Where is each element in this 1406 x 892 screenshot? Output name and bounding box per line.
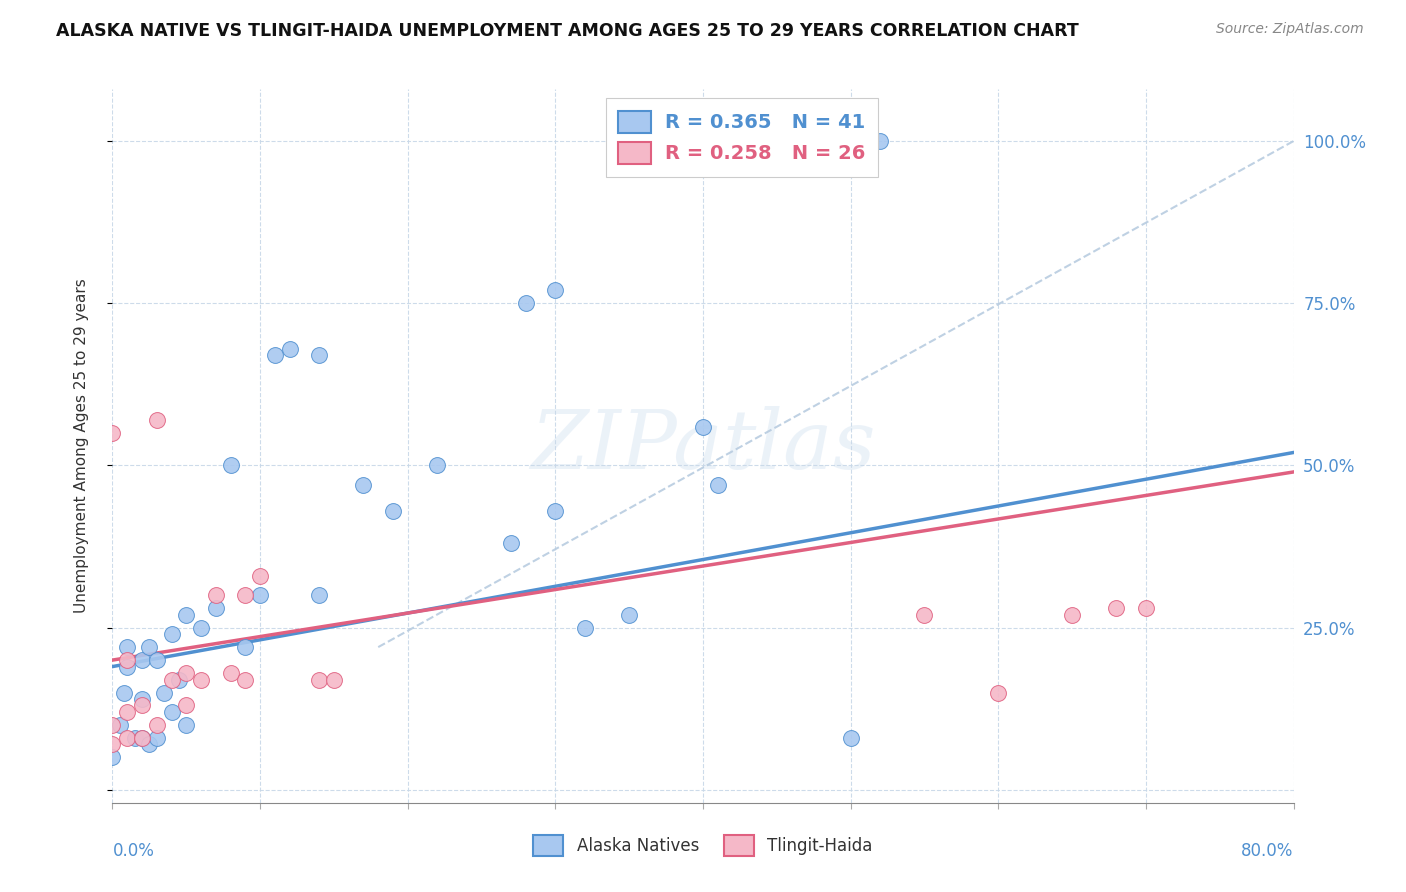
Text: 80.0%: 80.0% bbox=[1241, 842, 1294, 860]
Point bbox=[544, 504, 567, 518]
Point bbox=[501, 536, 523, 550]
Point bbox=[124, 731, 146, 745]
Point bbox=[174, 666, 197, 681]
Point bbox=[146, 718, 169, 732]
Point bbox=[515, 296, 537, 310]
Point bbox=[382, 504, 405, 518]
Point bbox=[146, 653, 169, 667]
Point bbox=[205, 588, 228, 602]
Point bbox=[839, 731, 862, 745]
Point bbox=[1105, 601, 1128, 615]
Point bbox=[138, 640, 160, 654]
Legend: Alaska Natives, Tlingit-Haida: Alaska Natives, Tlingit-Haida bbox=[523, 825, 883, 866]
Point bbox=[190, 673, 212, 687]
Point bbox=[167, 673, 190, 687]
Point bbox=[101, 738, 124, 752]
Point bbox=[131, 731, 153, 745]
Point bbox=[249, 588, 271, 602]
Point bbox=[249, 568, 271, 582]
Point bbox=[574, 621, 596, 635]
Point bbox=[131, 692, 153, 706]
Point bbox=[544, 283, 567, 297]
Text: 0.0%: 0.0% bbox=[112, 842, 155, 860]
Point bbox=[101, 718, 124, 732]
Text: Source: ZipAtlas.com: Source: ZipAtlas.com bbox=[1216, 22, 1364, 37]
Point bbox=[160, 673, 183, 687]
Point bbox=[131, 653, 153, 667]
Point bbox=[278, 342, 301, 356]
Point bbox=[308, 588, 330, 602]
Point bbox=[117, 640, 138, 654]
Point bbox=[1062, 607, 1084, 622]
Point bbox=[264, 348, 287, 362]
Point bbox=[233, 640, 256, 654]
Point bbox=[117, 659, 138, 673]
Point bbox=[174, 607, 197, 622]
Point bbox=[205, 601, 228, 615]
Point bbox=[160, 627, 183, 641]
Point bbox=[308, 348, 330, 362]
Point bbox=[174, 718, 197, 732]
Point bbox=[112, 685, 135, 699]
Point bbox=[692, 419, 714, 434]
Point bbox=[138, 738, 160, 752]
Point bbox=[914, 607, 936, 622]
Point bbox=[101, 750, 124, 764]
Point bbox=[233, 673, 256, 687]
Point bbox=[233, 588, 256, 602]
Point bbox=[619, 607, 641, 622]
Point bbox=[352, 478, 374, 492]
Point bbox=[190, 621, 212, 635]
Point bbox=[308, 673, 330, 687]
Point bbox=[146, 413, 169, 427]
Point bbox=[108, 718, 131, 732]
Point bbox=[117, 731, 138, 745]
Point bbox=[426, 458, 449, 473]
Point bbox=[131, 698, 153, 713]
Point bbox=[174, 698, 197, 713]
Point bbox=[869, 134, 891, 148]
Text: ALASKA NATIVE VS TLINGIT-HAIDA UNEMPLOYMENT AMONG AGES 25 TO 29 YEARS CORRELATIO: ALASKA NATIVE VS TLINGIT-HAIDA UNEMPLOYM… bbox=[56, 22, 1078, 40]
Point bbox=[117, 705, 138, 719]
Point bbox=[1135, 601, 1157, 615]
Point bbox=[706, 478, 728, 492]
Point bbox=[987, 685, 1010, 699]
Point bbox=[131, 731, 153, 745]
Point bbox=[117, 653, 138, 667]
Point bbox=[219, 458, 242, 473]
Point bbox=[101, 425, 124, 440]
Point bbox=[153, 685, 176, 699]
Text: ZIPatlas: ZIPatlas bbox=[530, 406, 876, 486]
Point bbox=[323, 673, 346, 687]
Point bbox=[146, 731, 169, 745]
Point bbox=[219, 666, 242, 681]
Y-axis label: Unemployment Among Ages 25 to 29 years: Unemployment Among Ages 25 to 29 years bbox=[75, 278, 89, 614]
Point bbox=[160, 705, 183, 719]
